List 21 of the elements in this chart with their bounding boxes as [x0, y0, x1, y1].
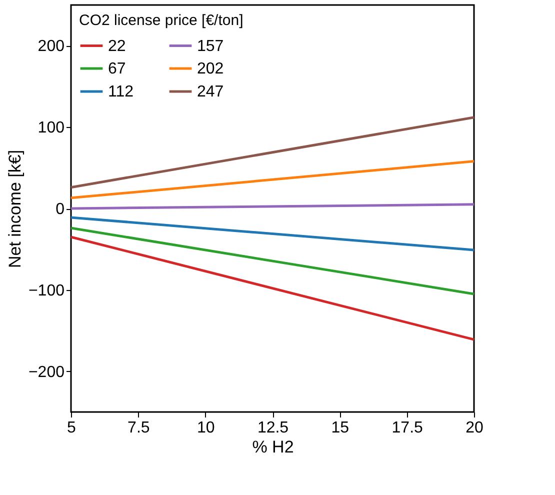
y-tick-label: 0	[56, 201, 65, 218]
legend-label: 202	[197, 60, 224, 78]
x-tick-label: 17.5	[392, 420, 424, 436]
legend-label: 247	[197, 84, 224, 100]
y-tick-label: 100	[38, 120, 65, 137]
x-tick-label: 10	[196, 420, 215, 436]
y-axis-title: Net income [k€]	[5, 150, 24, 268]
x-tick-label: 15	[331, 420, 350, 436]
legend-label: 22	[108, 38, 126, 55]
x-tick-label: 5	[67, 420, 76, 436]
y-tick-label: −200	[28, 364, 65, 381]
x-tick-label: 12.5	[257, 420, 289, 436]
legend-label: 112	[108, 84, 134, 100]
x-tick-label: 7.5	[128, 420, 150, 436]
y-tick-label: −100	[28, 282, 65, 300]
y-tick-label: 200	[38, 38, 65, 56]
x-tick-label: 20	[466, 420, 484, 436]
x-axis-title: % H2	[252, 438, 294, 456]
legend-title: CO2 license price [€/ton]	[79, 12, 244, 29]
legend-label: 67	[108, 60, 126, 78]
legend-label: 157	[197, 38, 224, 55]
